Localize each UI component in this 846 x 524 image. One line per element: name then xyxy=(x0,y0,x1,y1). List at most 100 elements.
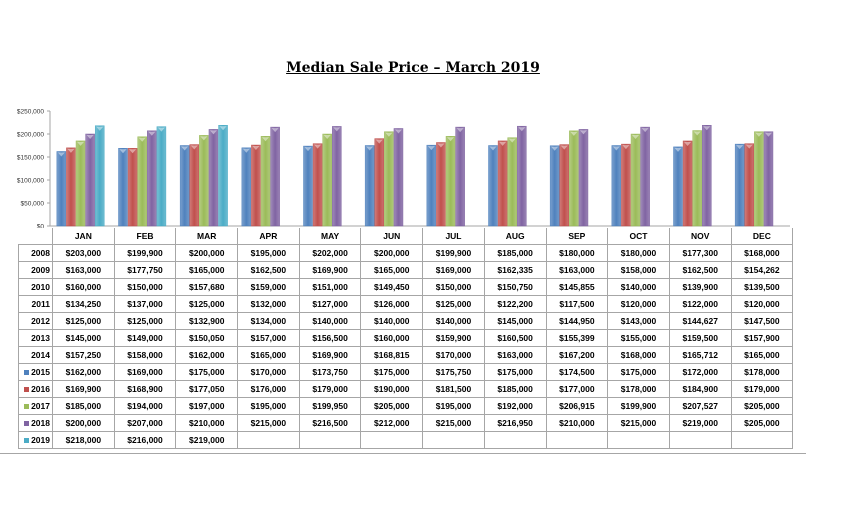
bar-cap xyxy=(86,135,94,139)
bar-2017-dec xyxy=(754,131,764,227)
table-cell: $175,750 xyxy=(422,363,485,381)
table-cell: $144,627 xyxy=(668,312,732,330)
table-cell: $174,500 xyxy=(545,363,609,381)
table-cell: $205,000 xyxy=(730,414,794,432)
bar-2019-feb xyxy=(156,126,167,227)
table-cell: $162,000 xyxy=(52,363,115,381)
table-cell: $165,000 xyxy=(175,261,239,279)
table-cell: $184,900 xyxy=(668,380,732,398)
bar-2016-apr xyxy=(251,144,261,227)
table-cell: $179,000 xyxy=(730,380,794,398)
table-row: 2010 $160,000 $150,000 $157,680 $159,000 $151… xyxy=(18,278,794,296)
row-year: 2013 xyxy=(18,329,53,347)
table-cell xyxy=(607,431,670,449)
bar-cap xyxy=(138,137,146,142)
year-label: 2018 xyxy=(31,418,50,428)
bar-cap xyxy=(129,149,137,154)
table-row: 2015 $162,000 $169,000 $175,000 $170,000 $173… xyxy=(18,363,794,381)
bar-2015-mar xyxy=(179,145,190,227)
bar-2018-jun xyxy=(393,128,404,227)
bar-cap xyxy=(200,136,208,141)
bar-cap xyxy=(764,132,772,137)
bar-cap xyxy=(304,147,312,152)
bar-cap xyxy=(684,141,692,146)
bar-2015-dec xyxy=(734,143,745,227)
table-cell: $151,000 xyxy=(298,278,362,296)
table-cell: $180,000 xyxy=(607,244,670,262)
bar-cap xyxy=(693,131,701,136)
table-cell: $157,250 xyxy=(52,346,115,364)
table-row: 2012 $125,000 $125,000 $132,900 $134,000 $140… xyxy=(18,312,794,330)
year-label: 2016 xyxy=(31,384,50,394)
bar-2015-jan xyxy=(56,151,67,227)
table-cell: $205,000 xyxy=(360,397,424,415)
table-cell: $162,500 xyxy=(668,261,732,279)
table-cell: $122,000 xyxy=(668,295,732,313)
bar-cap xyxy=(181,146,189,151)
bar-2016-jan xyxy=(66,147,76,227)
bar-2015-oct xyxy=(611,145,622,227)
bar-cap xyxy=(271,128,279,133)
table-cell: $165,000 xyxy=(730,346,794,364)
table-cell: $147,500 xyxy=(730,312,794,330)
bar-cap xyxy=(219,126,227,131)
bar-2018-mar xyxy=(208,129,219,227)
table-cell: $137,000 xyxy=(113,295,177,313)
bar-2016-jul xyxy=(436,142,446,227)
bar-cap xyxy=(242,148,250,153)
table-cell: $207,000 xyxy=(113,414,177,432)
bar-2017-apr xyxy=(260,136,271,227)
row-year: 2011 xyxy=(18,295,53,313)
bar-2018-aug xyxy=(517,125,527,227)
table-cell: $169,900 xyxy=(298,261,362,279)
row-year: 2019 xyxy=(18,431,53,449)
table-cell: $199,950 xyxy=(298,397,362,415)
year-label: 2008 xyxy=(31,248,50,258)
bar-2017-oct xyxy=(630,133,641,227)
table-cell: $159,000 xyxy=(237,278,300,296)
table-cell: $170,000 xyxy=(237,363,300,381)
bar-cap xyxy=(252,146,260,151)
table-cell: $185,000 xyxy=(483,380,547,398)
table-header-row: JAN FEB MAR APR MAY JUN JUL AUG SEP OCT NOV DEC xyxy=(19,228,794,245)
y-tick-label: $100,000 xyxy=(17,178,44,185)
bar-2017-jun xyxy=(384,131,394,227)
table-row: 2016 $169,900 $168,900 $177,050 $176,000 $179… xyxy=(18,380,794,398)
row-year: 2008 xyxy=(18,244,53,262)
table-cell: $169,900 xyxy=(52,380,115,398)
table-corner xyxy=(19,228,53,245)
bar-cap xyxy=(190,145,198,150)
table-cell: $178,000 xyxy=(607,380,670,398)
legend-swatch-icon xyxy=(24,387,30,393)
table-cell: $195,000 xyxy=(422,397,485,415)
table-cell: $200,000 xyxy=(360,244,424,262)
table-cell: $218,000 xyxy=(52,431,115,449)
x-tick-label: JAN xyxy=(52,228,115,245)
table-cell xyxy=(545,431,609,449)
row-year: 2009 xyxy=(18,261,53,279)
bar-cap xyxy=(447,137,455,142)
year-label: 2011 xyxy=(31,299,50,309)
table-row: 2014 $157,250 $158,000 $162,000 $165,000 $169… xyxy=(18,346,794,364)
year-label: 2012 xyxy=(31,316,50,326)
table-cell: $127,000 xyxy=(298,295,362,313)
table-cell: $185,000 xyxy=(483,244,547,262)
year-label: 2009 xyxy=(31,265,50,275)
table-cell: $202,000 xyxy=(298,244,362,262)
bar-2016-may xyxy=(312,143,323,227)
table-cell: $155,399 xyxy=(545,329,609,347)
bar-cap xyxy=(67,148,75,153)
bar-2015-feb xyxy=(118,148,128,227)
table-cell: $145,000 xyxy=(52,329,115,347)
data-table: JAN FEB MAR APR MAY JUN JUL AUG SEP OCT NOV DEC 2008… xyxy=(18,228,794,449)
table-cell xyxy=(730,431,794,449)
table-cell: $179,000 xyxy=(298,380,362,398)
bar-2016-jun xyxy=(374,138,385,227)
bar-cap xyxy=(209,130,217,135)
table-cell: $165,000 xyxy=(360,261,424,279)
bar-cap xyxy=(755,132,763,137)
year-label: 2019 xyxy=(31,435,50,445)
bar-cap xyxy=(366,146,374,151)
x-tick-label: MAY xyxy=(298,228,362,245)
bar-cap xyxy=(314,144,322,149)
